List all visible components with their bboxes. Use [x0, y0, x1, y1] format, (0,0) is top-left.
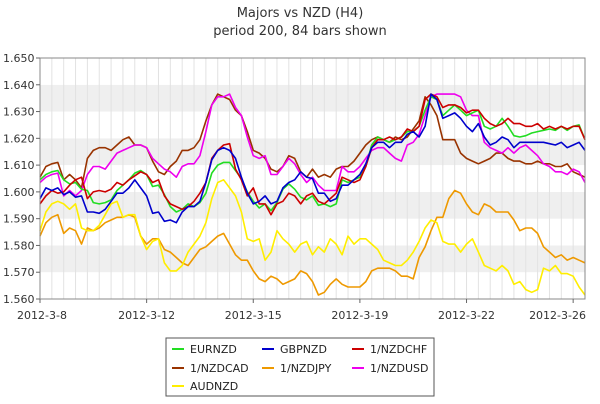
y-tick-label: 1.640 — [3, 79, 35, 92]
y-tick-label: 1.630 — [3, 106, 35, 119]
legend-label: 1/NZDCAD — [190, 362, 249, 375]
x-tick-label: 2012-3-22 — [438, 309, 495, 322]
legend-item: EURNZD — [172, 343, 237, 356]
x-tick-label: 2012-3-12 — [118, 309, 175, 322]
x-tick-label: 2012-3-8 — [17, 309, 67, 322]
legend-item: 1/NZDCAD — [172, 362, 249, 375]
series-line-1nzdcad — [39, 93, 586, 189]
legend-item: GBPNZD — [262, 343, 327, 356]
legend-label: 1/NZDUSD — [370, 362, 428, 375]
series-line-audnzd — [39, 179, 586, 296]
legend-label: GBPNZD — [280, 343, 327, 356]
legend-label: 1/NZDCHF — [370, 343, 427, 356]
chart-title: Majors vs NZD (H4) — [237, 6, 364, 21]
x-tick-label: 2012-3-19 — [331, 309, 388, 322]
y-axis: 1.560 1.570 1.580 1.590 1.600 1.610 1.620 1.630… — [3, 52, 40, 306]
x-tick-label: 2012-3-26 — [529, 309, 586, 322]
legend-item: 1/NZDJPY — [262, 362, 332, 375]
x-tick-label: 2012-3-15 — [225, 309, 282, 322]
y-tick-label: 1.610 — [3, 159, 35, 172]
series-line-1nzdusd — [39, 93, 586, 197]
legend-label: AUDNZD — [190, 380, 238, 393]
y-tick-label: 1.560 — [3, 293, 35, 306]
legend-item: 1/NZDCHF — [352, 343, 427, 356]
y-tick-label: 1.650 — [3, 52, 35, 65]
x-axis: 2012-3-8 2012-3-12 2012-3-15 2012-3-19 2012-… — [17, 299, 586, 322]
y-tick-label: 1.620 — [3, 132, 35, 145]
series-line-1nzdjpy — [39, 189, 586, 296]
y-tick-label: 1.570 — [3, 266, 35, 279]
legend-item: AUDNZD — [172, 380, 238, 393]
legend-label: EURNZD — [190, 343, 237, 356]
legend-label: 1/NZDJPY — [280, 362, 332, 375]
y-tick-label: 1.590 — [3, 213, 35, 226]
plot-frame — [39, 57, 586, 300]
legend: EURNZD GBPNZD 1/NZDCHF 1/NZDCAD 1/NZDJPY 1/NZ… — [165, 337, 435, 397]
series-lines — [39, 93, 586, 296]
legend-item: 1/NZDUSD — [352, 362, 428, 375]
series-line-gbpnzd — [39, 93, 586, 224]
legend-box — [165, 337, 435, 397]
series-line-1nzdchf — [39, 93, 586, 216]
y-tick-label: 1.600 — [3, 186, 35, 199]
y-tick-label: 1.580 — [3, 239, 35, 252]
chart-subtitle: period 200, 84 bars shown — [213, 24, 387, 39]
